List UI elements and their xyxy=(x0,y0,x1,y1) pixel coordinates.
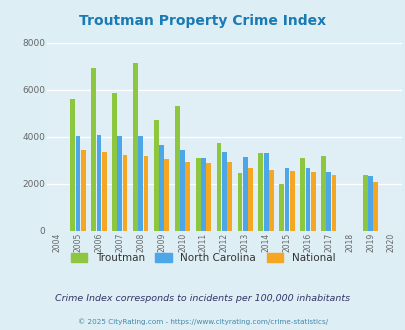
Bar xyxy=(122,154,127,231)
Bar xyxy=(153,120,158,231)
Bar xyxy=(300,158,304,231)
Bar xyxy=(326,172,330,231)
Bar xyxy=(200,158,205,231)
Bar xyxy=(222,152,226,231)
Bar xyxy=(81,150,85,231)
Bar xyxy=(96,135,101,231)
Bar xyxy=(185,162,190,231)
Bar xyxy=(226,162,231,231)
Bar xyxy=(195,158,200,231)
Bar xyxy=(362,175,367,231)
Bar xyxy=(180,150,184,231)
Bar xyxy=(305,168,309,231)
Text: Crime Index corresponds to incidents per 100,000 inhabitants: Crime Index corresponds to incidents per… xyxy=(55,294,350,303)
Bar xyxy=(75,136,80,231)
Bar xyxy=(310,172,315,231)
Bar xyxy=(279,184,284,231)
Bar xyxy=(367,176,372,231)
Bar xyxy=(263,153,268,231)
Bar xyxy=(143,156,148,231)
Bar xyxy=(175,106,179,231)
Bar xyxy=(320,156,325,231)
Text: © 2025 CityRating.com - https://www.cityrating.com/crime-statistics/: © 2025 CityRating.com - https://www.city… xyxy=(78,318,327,325)
Bar xyxy=(268,170,273,231)
Bar xyxy=(289,171,294,231)
Bar xyxy=(164,159,169,231)
Bar xyxy=(237,173,242,231)
Bar xyxy=(117,136,122,231)
Bar xyxy=(242,157,247,231)
Bar xyxy=(258,153,262,231)
Bar xyxy=(102,152,106,231)
Bar xyxy=(70,99,75,231)
Bar xyxy=(206,163,211,231)
Bar xyxy=(216,143,221,231)
Bar xyxy=(133,63,138,231)
Bar xyxy=(138,136,143,231)
Bar xyxy=(373,182,377,231)
Bar xyxy=(112,93,117,231)
Text: Troutman Property Crime Index: Troutman Property Crime Index xyxy=(79,15,326,28)
Bar xyxy=(247,168,252,231)
Legend: Troutman, North Carolina, National: Troutman, North Carolina, National xyxy=(66,249,339,267)
Bar xyxy=(331,175,336,231)
Bar xyxy=(91,68,96,231)
Bar xyxy=(284,168,289,231)
Bar xyxy=(159,145,164,231)
